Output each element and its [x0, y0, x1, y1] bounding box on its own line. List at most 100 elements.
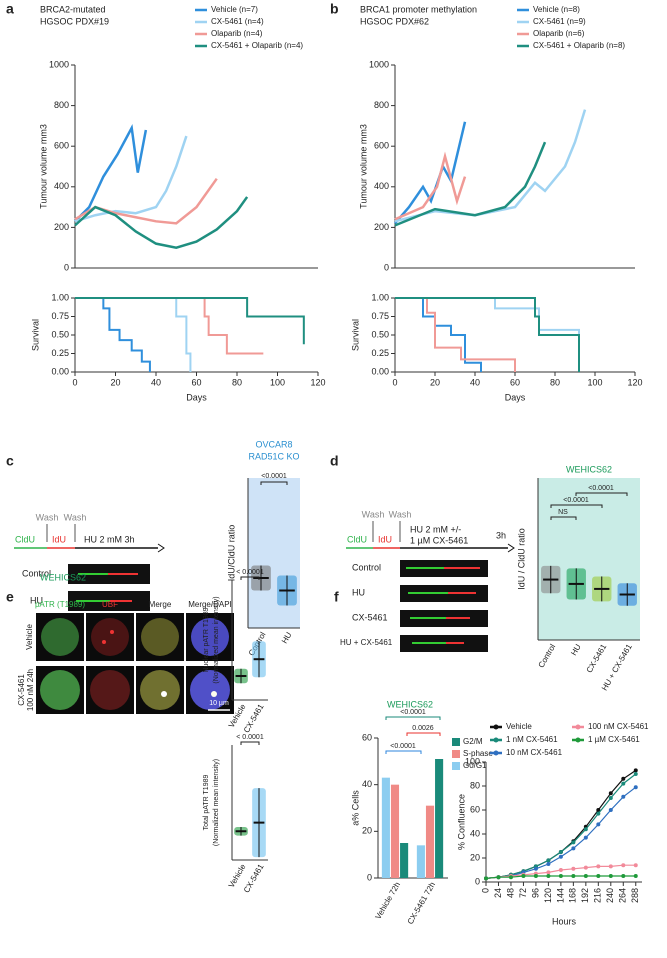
marker — [583, 835, 588, 840]
marker — [583, 865, 588, 870]
arrow-head — [507, 543, 515, 553]
y-axis-label: (Normalized mean intensity) — [213, 759, 220, 846]
annotation: < 0.0001 — [236, 569, 264, 576]
x-tick-label: 20 — [110, 377, 120, 387]
y-tick-label: 0.75 — [371, 311, 389, 321]
micrographs: WEHICS62 pATR (T1989) UBF Merge Merge/DA… — [17, 572, 234, 714]
chart-title: BRCA2-mutated — [40, 4, 106, 14]
y-tick-label: 200 — [374, 222, 389, 232]
x-tick-label: 72 — [518, 888, 528, 898]
series-line — [394, 121, 467, 225]
y-tick-label: 0.75 — [51, 311, 69, 321]
legend-swatch — [452, 738, 460, 746]
foci — [211, 691, 217, 697]
marker — [621, 794, 626, 799]
x-tick-label: Control — [537, 642, 558, 669]
bar — [390, 784, 400, 878]
y-axis-label: Total pATR T1989 — [203, 775, 210, 831]
chart-subtitle: HGSOC PDX#62 — [360, 16, 429, 26]
row-label: HU + CX-5461 — [340, 638, 393, 647]
legend-label: Vehicle (n=8) — [533, 5, 580, 14]
treatment-label: 1 µM CX-5461 — [410, 535, 468, 545]
wash-label: Wash — [389, 509, 412, 519]
x-tick-label: 120 — [310, 377, 325, 387]
marker — [633, 768, 638, 773]
marker — [571, 840, 576, 845]
y-tick-label: 80 — [470, 780, 480, 790]
series-line — [394, 109, 587, 223]
marker — [608, 796, 613, 800]
y-axis-label: IdU / CldU ratio — [516, 528, 526, 590]
bracket — [385, 716, 441, 720]
marker — [596, 808, 601, 812]
legend-marker — [493, 750, 499, 756]
nucleus — [191, 618, 229, 656]
x-tick-label: 20 — [430, 377, 440, 387]
legend-label: CX-5461 + Olaparib (n=8) — [533, 41, 625, 50]
y-tick-label: 40 — [362, 779, 372, 789]
legend-label: Vehicle (n=7) — [211, 5, 258, 14]
x-tick-label: 60 — [510, 377, 520, 387]
bar — [400, 843, 409, 878]
annotation: NS — [558, 509, 568, 516]
legend-swatch — [452, 750, 460, 758]
marker — [546, 862, 551, 866]
y-tick-label: 100 — [465, 756, 480, 766]
x-tick-label: 120 — [627, 377, 642, 387]
x-tick-label: HU — [280, 630, 294, 645]
legend-label: G2/M — [463, 737, 483, 746]
y-tick-label: 200 — [54, 222, 69, 232]
x-tick-label: 48 — [505, 888, 515, 898]
marker — [583, 874, 588, 878]
chart-title: BRCA1 promoter methylation — [360, 4, 477, 14]
chart-subtitle: RAD51C KO — [248, 451, 299, 461]
annotation: <0.0001 — [390, 743, 416, 750]
marker — [596, 874, 601, 878]
nucleus — [190, 670, 230, 710]
y-tick-label: 20 — [470, 852, 480, 862]
marker — [546, 874, 551, 878]
row-label: CX-5461 — [17, 674, 26, 706]
x-tick-label: 192 — [580, 888, 590, 903]
nucleus — [41, 618, 79, 656]
y-axis-label: (Normalized mean intensity) — [213, 596, 220, 683]
legend-label: Olaparib (n=4) — [211, 29, 263, 38]
marker — [571, 846, 576, 851]
series-line — [485, 786, 637, 879]
legend-label: 1 µM CX-5461 — [588, 735, 640, 744]
x-tick-label: 96 — [530, 888, 540, 898]
y-tick-label: 1.00 — [51, 292, 69, 302]
cell-line-label: WEHICS62 — [40, 572, 86, 582]
marker — [621, 781, 626, 786]
y-tick-label: 0.50 — [51, 329, 69, 339]
y-tick-label: 60 — [470, 804, 480, 814]
x-tick-label: 264 — [618, 888, 628, 903]
schematic-c: Wash Wash CldU IdU HU 2 mM 3h Control HU — [14, 512, 165, 611]
annotation: < 0.0001 — [236, 734, 264, 741]
y-tick-label: 800 — [374, 100, 389, 110]
row-label: HU — [352, 587, 365, 597]
marker — [558, 850, 563, 854]
chart-title: WEHICS62 — [387, 699, 433, 709]
legend-label: S-phase — [463, 749, 493, 758]
legend-label: G0/G1 — [463, 761, 487, 770]
y-tick-label: 0.00 — [371, 366, 389, 376]
marker — [521, 874, 526, 878]
wash-label: Wash — [64, 512, 87, 522]
bar — [416, 845, 425, 878]
marker — [596, 811, 601, 816]
series-line — [74, 196, 249, 249]
wash-label: Wash — [362, 509, 385, 519]
nucleus — [141, 618, 179, 656]
series-line — [74, 135, 188, 223]
survival-curve — [75, 297, 305, 345]
y-axis-label: Tumour volume mm3 — [358, 124, 368, 209]
x-tick-label: 144 — [555, 888, 565, 903]
y-axis-label: IdU/CldU ratio — [226, 525, 236, 582]
y-tick-label: 600 — [374, 141, 389, 151]
legend-label: Olaparib (n=6) — [533, 29, 585, 38]
nucleus — [140, 670, 180, 710]
marker — [621, 863, 626, 868]
legend-label: 10 nM CX-5461 — [506, 748, 563, 757]
y-tick-label: 0 — [367, 872, 372, 882]
